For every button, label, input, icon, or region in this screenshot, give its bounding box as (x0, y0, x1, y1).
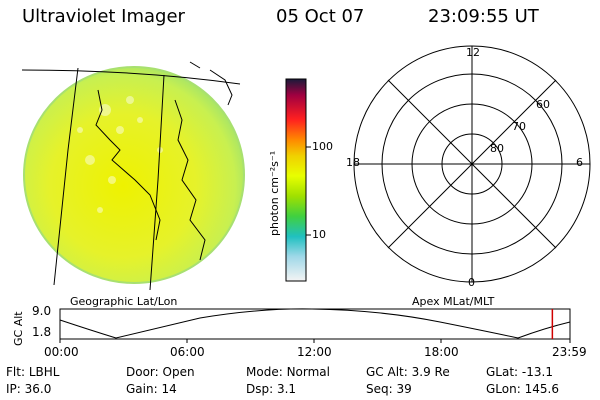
time-tick: 06:00 (170, 345, 205, 359)
mlt-label-6: 6 (576, 156, 583, 169)
gc-alt-field: GC Alt: 3.9 Re (366, 365, 450, 379)
time-tick: 00:00 (44, 345, 79, 359)
filter-field: Flt: LBHL (6, 365, 60, 379)
dsp-field: Dsp: 3.1 (246, 382, 297, 396)
apex-polar-grid (353, 45, 591, 283)
mlt-label-0: 0 (468, 276, 475, 289)
colorbar-tick-100: 100 (312, 140, 333, 153)
time-label: 23:09:55 UT (428, 6, 539, 27)
altitude-axis-label: GC Alt (12, 311, 25, 346)
gain-field: Gain: 14 (126, 382, 177, 396)
time-tick: 12:00 (297, 345, 332, 359)
glon-field: GLon: 145.6 (486, 382, 559, 396)
mlt-label-12: 12 (466, 46, 480, 59)
lat-label-70: 70 (512, 120, 526, 133)
geographic-label: Geographic Lat/Lon (70, 295, 178, 308)
time-tick: 23:59 (552, 345, 587, 359)
mode-field: Mode: Normal (246, 365, 330, 379)
altitude-tick-high: 9.0 (32, 304, 52, 318)
glat-field: GLat: -13.1 (486, 365, 553, 379)
lat-label-60: 60 (536, 98, 550, 111)
apex-label: Apex MLat/MLT (412, 295, 495, 308)
lat-label-80: 80 (490, 142, 504, 155)
time-tick: 18:00 (424, 345, 459, 359)
seq-field: Seq: 39 (366, 382, 412, 396)
instrument-title: Ultraviolet Imager (22, 6, 185, 27)
mlt-label-18: 18 (346, 156, 360, 169)
colorbar-tick-10: 10 (312, 228, 326, 241)
altitude-tick-low: 1.8 (32, 325, 52, 339)
ip-field: IP: 36.0 (6, 382, 52, 396)
intensity-colorbar (285, 78, 311, 282)
date-label: 05 Oct 07 (276, 6, 365, 27)
door-field: Door: Open (126, 365, 195, 379)
